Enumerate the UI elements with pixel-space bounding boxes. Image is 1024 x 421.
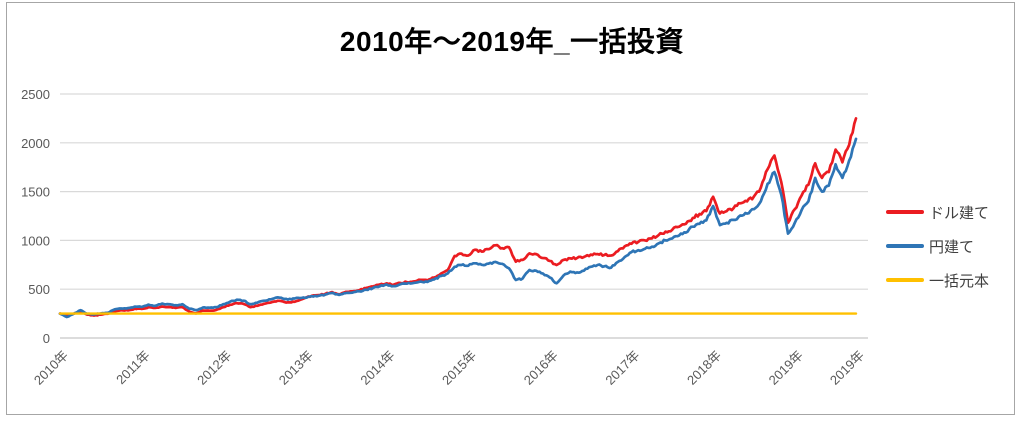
line-series-yen [58,137,858,319]
y-axis-label: 2500 [21,87,50,102]
legend-label-principal: 一括元本 [929,272,990,290]
x-axis-label: 2018年 [684,348,724,388]
x-axis-label: 2019年 [827,348,867,388]
x-axis-label: 2010年 [31,348,71,388]
legend-label-yen: 円建て [929,238,975,256]
legend-label-dollar: ドル建て [929,204,990,222]
legend-swatch-principal [886,278,924,282]
legend-item-dollar: ドル建て [886,195,989,229]
legend-swatch-yen [886,244,924,248]
x-axis-label: 2015年 [439,348,479,388]
y-axis-label: 500 [28,282,50,297]
chart-frame [6,2,1015,415]
y-axis-label: 1500 [21,185,50,200]
y-axis-label: 2000 [21,136,50,151]
x-axis-label: 2012年 [194,348,234,388]
legend-item-principal: 一括元本 [886,263,989,297]
chart-legend: ドル建て 円建て 一括元本 [886,195,989,297]
x-axis-label: 2017年 [602,348,642,388]
x-axis-label: 2014年 [357,348,397,388]
legend-swatch-dollar [886,210,924,214]
line-series-dollar [58,117,858,318]
chart-title: 2010年～2019年_一括投資 [339,26,685,57]
y-axis-label: 1000 [21,233,50,248]
x-axis-label: 2019年 [766,348,806,388]
y-axis-label: 0 [43,331,50,346]
x-axis-label: 2011年 [113,348,153,388]
legend-item-yen: 円建て [886,229,989,263]
x-axis-label: 2013年 [276,348,316,388]
x-axis-label: 2016年 [521,348,561,388]
